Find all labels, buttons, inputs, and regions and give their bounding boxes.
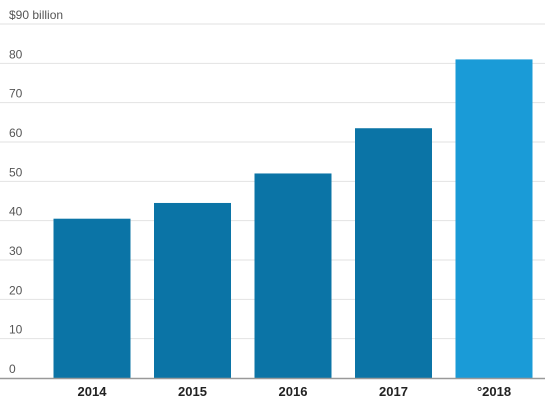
y-tick-label: 80 xyxy=(9,47,23,61)
x-tick-label: 2015 xyxy=(178,384,207,399)
x-tick-label: °2018 xyxy=(477,384,511,399)
bar-2015 xyxy=(154,202,231,378)
y-axis-tick-labels: 0 10 20 30 40 50 60 70 80 $90 billion xyxy=(9,8,63,376)
y-tick-label: 40 xyxy=(9,205,23,219)
y-tick-label: 60 xyxy=(9,126,23,140)
bar-2014 xyxy=(53,218,131,378)
y-tick-label-top: $90 billion xyxy=(9,8,63,22)
y-tick-label: 30 xyxy=(9,244,23,258)
y-tick-label: 10 xyxy=(9,323,23,337)
x-tick-label: 2014 xyxy=(78,384,108,399)
y-tick-label: 50 xyxy=(9,165,23,179)
x-axis-tick-labels: 2014 2015 2016 2017 °2018 xyxy=(78,384,512,399)
y-tick-label: 20 xyxy=(9,283,23,297)
bar-2016 xyxy=(254,173,332,378)
x-tick-label: 2016 xyxy=(279,384,308,399)
y-tick-label: 70 xyxy=(9,87,23,101)
bars xyxy=(53,59,533,379)
y-tick-label: 0 xyxy=(9,362,16,376)
bar-2017 xyxy=(355,128,432,378)
bar-2018 xyxy=(455,59,533,379)
x-tick-label: 2017 xyxy=(379,384,408,399)
